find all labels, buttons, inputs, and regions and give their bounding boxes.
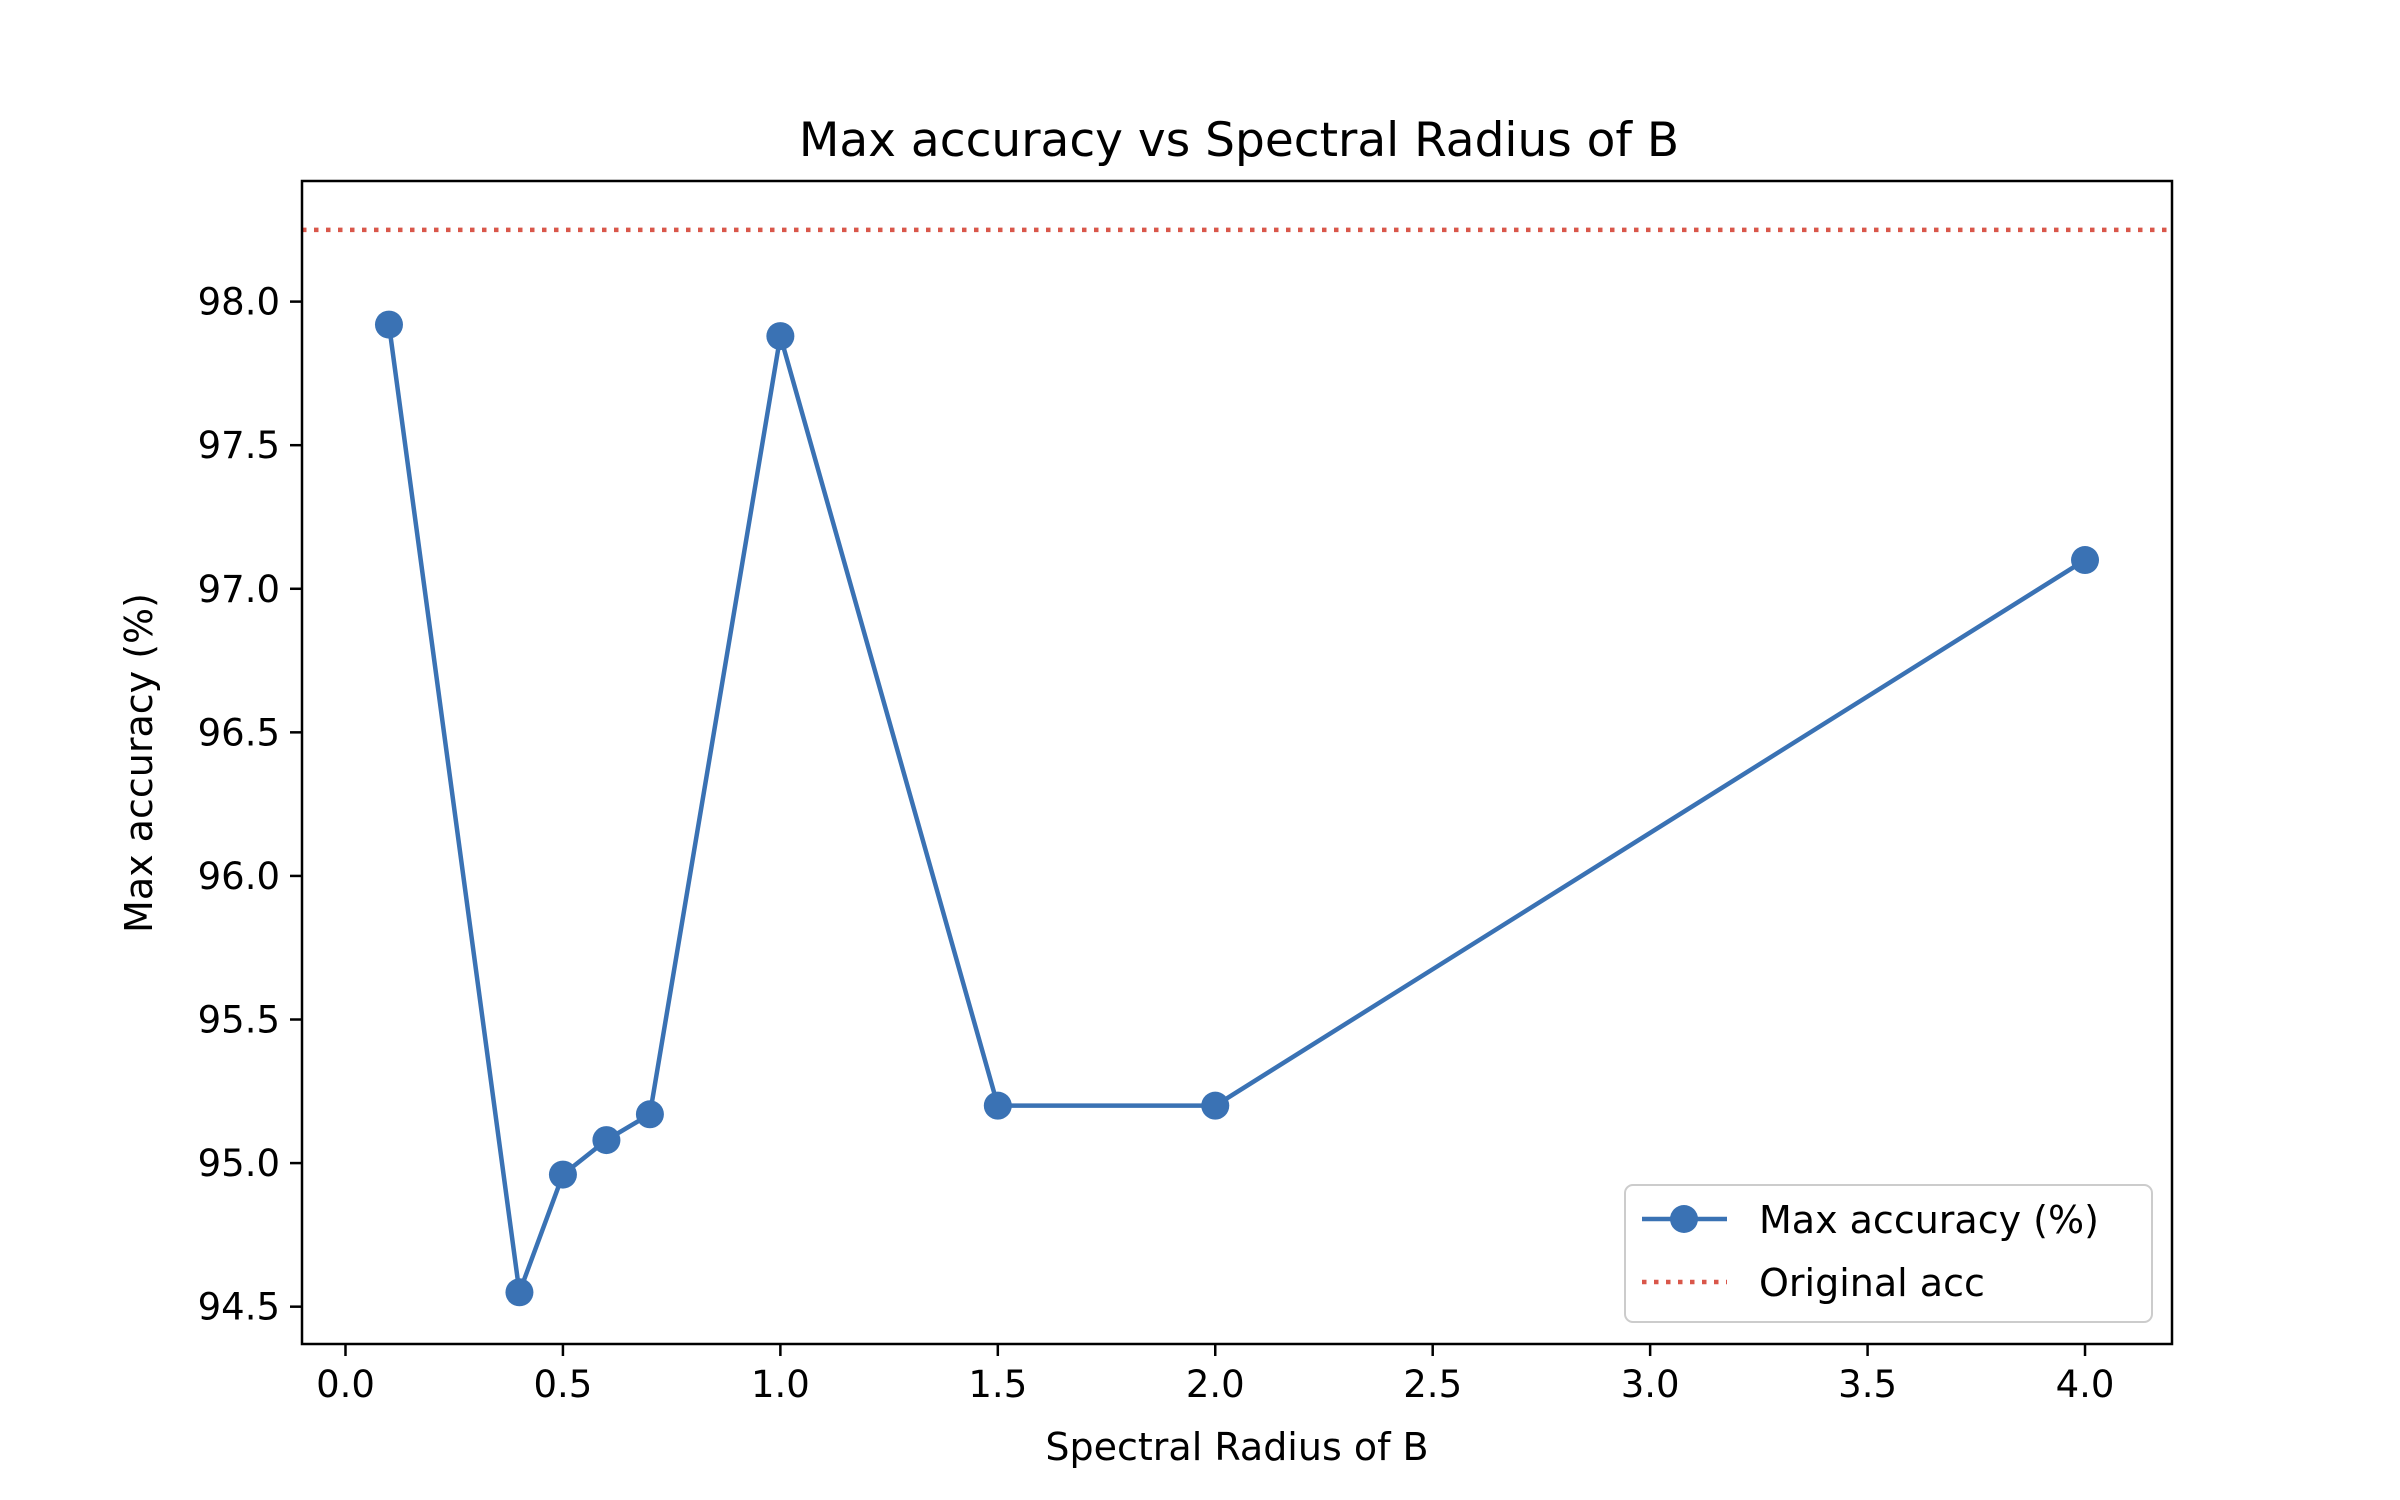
y-tick-label: 97.5 [198, 424, 280, 467]
y-tick-label: 94.5 [198, 1286, 280, 1329]
y-tick-label: 96.5 [198, 711, 280, 754]
legend-reference-label: Original acc [1759, 1261, 1985, 1305]
data-point [592, 1126, 621, 1155]
x-tick-label: 4.0 [2056, 1363, 2115, 1406]
x-tick-label: 1.5 [968, 1363, 1027, 1406]
data-point [766, 322, 795, 351]
data-point [983, 1091, 1012, 1120]
y-axis-label: Max accuracy (%) [117, 593, 161, 933]
y-tick-label: 98.0 [198, 281, 280, 324]
y-tick-label: 97.0 [198, 568, 280, 611]
plot-frame [300, 179, 2174, 1346]
y-axis-ticks: 94.5 95.0 95.5 96.0 96.5 97.0 97.5 98.0 [198, 281, 302, 1329]
chart-title: Max accuracy vs Spectral Radius of B [799, 113, 1679, 168]
x-tick-label: 3.5 [1838, 1363, 1897, 1406]
x-axis-label: Spectral Radius of B [1045, 1425, 1428, 1469]
x-tick-label: 0.5 [534, 1363, 593, 1406]
x-tick-label: 2.0 [1186, 1363, 1245, 1406]
x-axis-ticks: 0.0 0.5 1.0 1.5 2.0 2.5 3.0 3.5 4.0 [316, 1344, 2114, 1406]
data-point [1201, 1091, 1230, 1120]
series-line-max-accuracy [386, 324, 2087, 1295]
series-points [374, 310, 2100, 1307]
legend-series-label: Max accuracy (%) [1759, 1198, 2099, 1242]
data-point [635, 1100, 664, 1129]
legend-box [1624, 1184, 2153, 1323]
y-tick-label: 95.0 [198, 1142, 280, 1185]
x-tick-label: 1.0 [751, 1363, 810, 1406]
x-tick-label: 0.0 [316, 1363, 375, 1406]
legend: Max accuracy (%) Original acc [1624, 1184, 2153, 1323]
data-point [2071, 546, 2100, 575]
x-tick-label: 3.0 [1621, 1363, 1680, 1406]
x-tick-label: 2.5 [1403, 1363, 1462, 1406]
legend-series-marker [1670, 1205, 1698, 1233]
data-point [505, 1278, 534, 1307]
data-point [374, 310, 403, 339]
y-tick-label: 95.5 [198, 999, 280, 1042]
series-lines [386, 324, 2087, 1295]
data-point [548, 1160, 577, 1189]
y-tick-label: 96.0 [198, 855, 280, 898]
